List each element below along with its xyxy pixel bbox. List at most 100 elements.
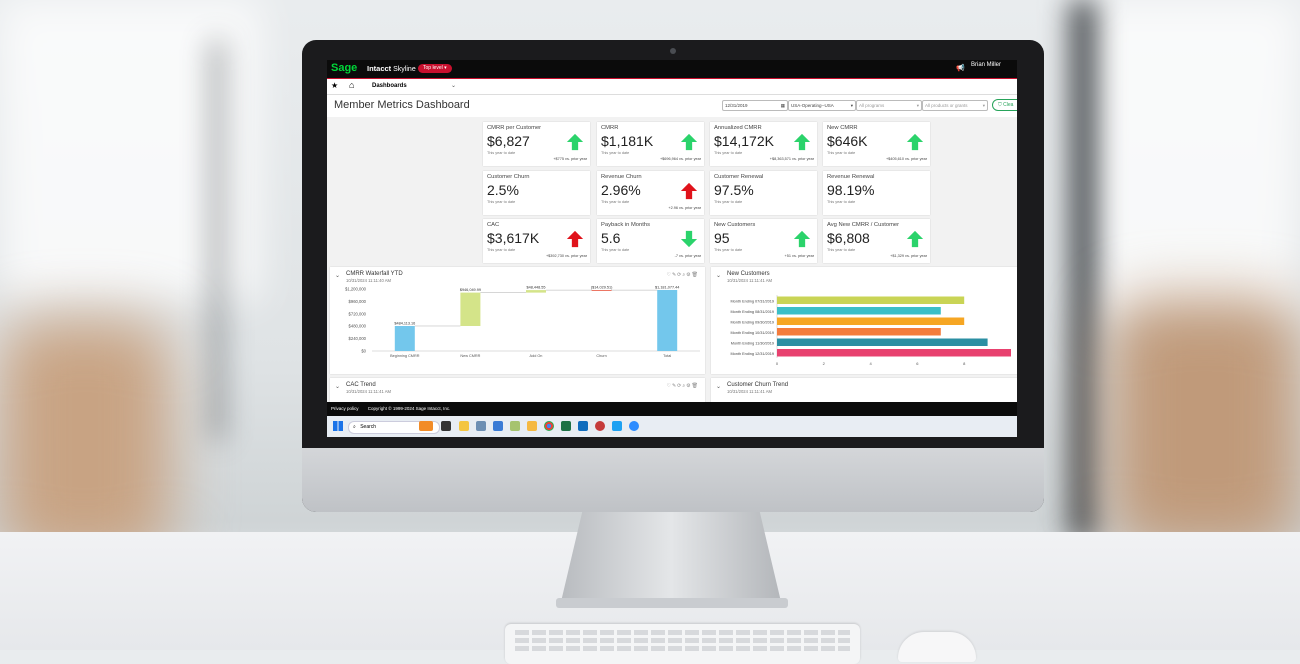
panel-tools[interactable]: ♡✎⟳⌕⚙🗑 xyxy=(666,272,699,278)
arrow-up-icon xyxy=(566,133,584,151)
bar-category-label: Month Ending 07/31/2019 xyxy=(731,299,775,303)
y-tick-label: $0 xyxy=(361,349,366,354)
task-view-icon[interactable] xyxy=(441,421,451,431)
kpi-card[interactable]: New Customers 95 This year to date +51 vs. … xyxy=(710,219,817,263)
megaphone-icon[interactable]: 📢 xyxy=(956,65,965,72)
calendar-icon: ▦ xyxy=(780,103,785,108)
panel-timestamp: 10/31/2024 11:11:41 AM xyxy=(727,389,773,394)
entity-filter[interactable]: USA-Operating--USA ▾ xyxy=(788,100,856,111)
kpi-card[interactable]: CAC $3,617K This year to date +$392,730 vs.… xyxy=(483,219,590,263)
waterfall-panel: ⌄ CMRR Waterfall YTD 10/31/2024 11:11:40… xyxy=(330,267,705,374)
products-placeholder: All products or grants xyxy=(925,103,968,108)
date-value: 12/31/2019 xyxy=(725,103,748,108)
widgets-icon[interactable] xyxy=(419,421,433,431)
collapse-icon[interactable]: ⌄ xyxy=(716,384,722,390)
products-filter[interactable]: All products or grants ▾ xyxy=(922,100,988,111)
zoom-icon[interactable] xyxy=(629,421,639,431)
kpi-card[interactable]: Customer Churn 2.5% This year to date xyxy=(483,171,590,215)
kpi-card[interactable]: Revenue Churn 2.96% This year to date +2.96… xyxy=(597,171,704,215)
kpi-card[interactable]: Customer Renewal 97.5% This year to date xyxy=(710,171,817,215)
kpi-value: 95 xyxy=(714,230,730,246)
panel-timestamp: 10/31/2024 11:11:41 AM xyxy=(727,278,773,283)
excel-icon[interactable] xyxy=(561,421,571,431)
customer-bar xyxy=(777,349,1011,357)
bar-category-label: Month Ending 09/30/2019 xyxy=(731,320,775,324)
kpi-card[interactable]: Avg New CMRR / Customer $6,808 This year t… xyxy=(823,219,930,263)
camera-icon xyxy=(670,48,676,54)
clear-filters-button[interactable]: ⛉ Clea xyxy=(992,99,1017,111)
kpi-value: $646K xyxy=(827,133,868,149)
bar-data-label: $946,049.99 xyxy=(460,288,481,292)
kpi-card[interactable]: New CMRR $646K This year to date +$405,610 … xyxy=(823,122,930,166)
level-selector[interactable]: Top level ▾ xyxy=(418,64,452,73)
kpi-period: This year to date xyxy=(827,248,856,252)
kpi-card[interactable]: Payback in Months 5.6 This year to date -7 … xyxy=(597,219,704,263)
windows-start-icon[interactable] xyxy=(333,421,343,431)
bar-data-label: $484,113.16 xyxy=(394,321,415,325)
new-customers-chart: 0 2 4 6 8 Month Ending 07/31/2019 Month Ending… xyxy=(731,295,1011,366)
panel-tools[interactable]: ♡✎⟳⌕⚙🗑 xyxy=(666,383,699,389)
kpi-change: +$392,730 vs. prior year xyxy=(545,254,587,258)
kpi-label: New CMRR xyxy=(827,125,858,131)
x-tick-label: New CMRR xyxy=(460,354,480,358)
user-menu[interactable]: Brian Miller xyxy=(971,62,1002,68)
date-filter[interactable]: 12/31/2019 ▦ xyxy=(722,100,788,111)
kpi-period: This year to date xyxy=(487,151,516,155)
kpi-period: This year to date xyxy=(487,200,516,204)
kpi-period: This year to date xyxy=(714,151,743,155)
app-icon[interactable] xyxy=(612,421,622,431)
kpi-label: Annualized CMRR xyxy=(714,125,762,131)
app-icon[interactable] xyxy=(595,421,605,431)
customer-bar xyxy=(777,307,941,315)
collapse-icon[interactable]: ⌄ xyxy=(716,273,722,279)
kpi-change: +$405,610 vs. prior year xyxy=(885,157,927,161)
kpi-change: +$8,363,571 vs. prior year xyxy=(769,157,814,161)
chevron-down-icon: ▾ xyxy=(850,103,853,108)
chevron-down-icon[interactable]: ⌄ xyxy=(451,83,457,89)
panel-title: New Customers xyxy=(727,271,770,277)
file-explorer-icon[interactable] xyxy=(459,421,469,431)
kpi-value: 97.5% xyxy=(714,182,754,198)
product-name: Intacct xyxy=(367,64,392,73)
taskbar-search[interactable]: ⌕ Search xyxy=(348,421,440,434)
kpi-value: $6,827 xyxy=(487,133,530,149)
background-cabinet-right xyxy=(1110,300,1300,550)
star-icon[interactable]: ★ xyxy=(331,81,339,90)
kpi-card[interactable]: CMRR per Customer $6,827 This year to date… xyxy=(483,122,590,166)
monitor-stand-base xyxy=(556,598,788,608)
kpi-period: This year to date xyxy=(601,151,630,155)
search-icon: ⌕ xyxy=(353,424,356,430)
bar-category-label: Month Ending 10/31/2019 xyxy=(731,331,775,335)
kpi-change: +$775 vs. prior year xyxy=(553,157,587,161)
y-tick-label: $480,000 xyxy=(349,324,367,329)
nav-bar: ★ ⌂ Dashboards ⌄ xyxy=(327,79,1017,95)
kpi-card[interactable]: Annualized CMRR $14,172K This year to date… xyxy=(710,122,817,166)
collapse-icon[interactable]: ⌄ xyxy=(335,384,341,390)
x-tick-label: 0 xyxy=(776,361,779,366)
breadcrumb[interactable]: Dashboards xyxy=(372,83,407,89)
kpi-card[interactable]: Revenue Renewal 98.19% This year to date xyxy=(823,171,930,215)
kpi-value: 2.5% xyxy=(487,182,519,198)
clear-label: Clea xyxy=(1003,102,1014,108)
privacy-link[interactable]: Privacy policy xyxy=(331,406,359,411)
programs-filter[interactable]: All programs ▾ xyxy=(856,100,922,111)
calculator-icon[interactable] xyxy=(493,421,503,431)
notepad-icon[interactable] xyxy=(510,421,520,431)
waterfall-bar xyxy=(657,289,678,351)
app-screen: Sage Intacct Skyline Top level ▾ 📢 Brian… xyxy=(327,60,1017,437)
sage-logo[interactable]: Sage xyxy=(331,62,358,74)
bar-category-label: Month Ending 08/31/2019 xyxy=(731,310,775,314)
arrow-up-icon xyxy=(906,230,924,248)
store-icon[interactable] xyxy=(476,421,486,431)
folder-icon[interactable] xyxy=(527,421,537,431)
waterfall-bar xyxy=(394,325,415,351)
bar-category-label: Month Ending 12/31/2019 xyxy=(731,352,775,356)
collapse-icon[interactable]: ⌄ xyxy=(335,273,341,279)
chrome-icon[interactable] xyxy=(544,421,554,431)
programs-placeholder: All programs xyxy=(859,103,885,108)
kpi-card[interactable]: CMRR $1,181K This year to date +$696,964 vs… xyxy=(597,122,704,166)
home-icon[interactable]: ⌂ xyxy=(349,80,355,90)
kpi-change: +51 vs. prior year xyxy=(784,254,814,258)
waterfall-bar xyxy=(526,290,546,293)
outlook-icon[interactable] xyxy=(578,421,588,431)
